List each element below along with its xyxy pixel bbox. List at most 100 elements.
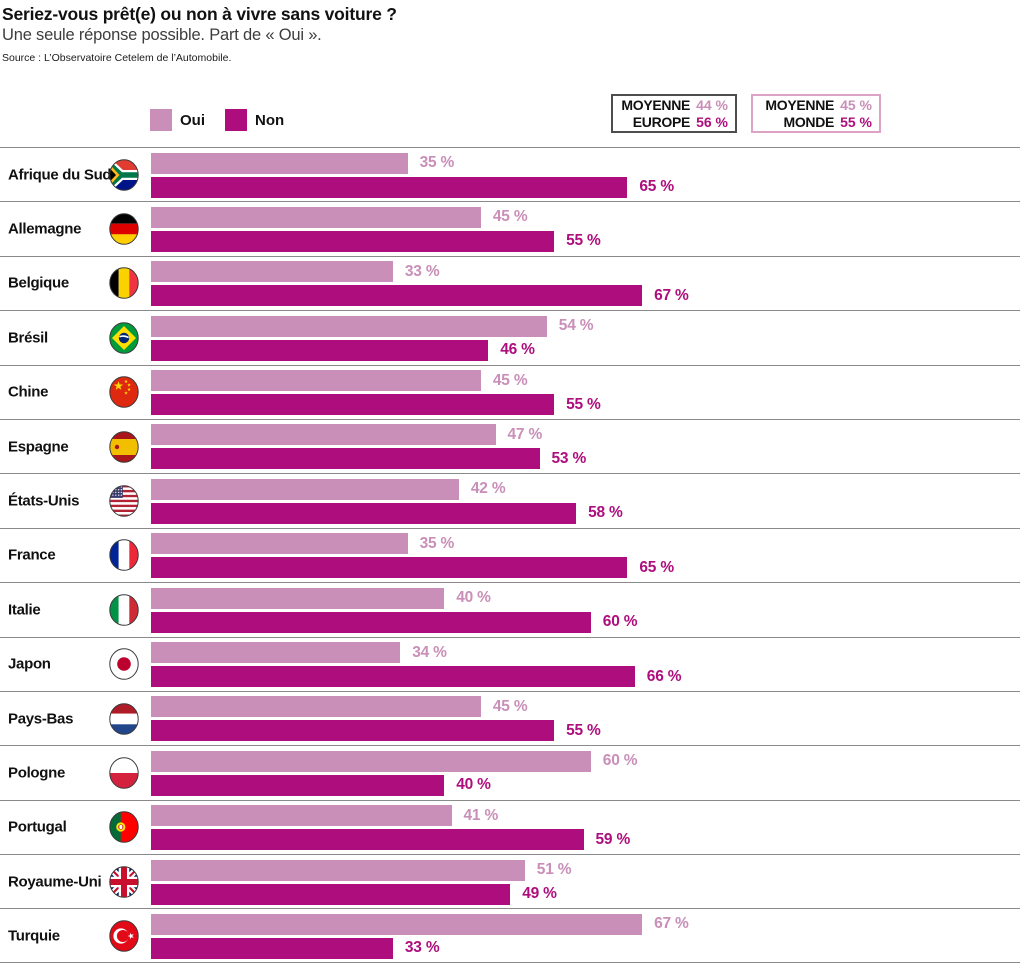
- country-row: Portugal 41 % 59 %: [0, 799, 1020, 854]
- non-bar: [151, 285, 643, 307]
- flag-pl-icon: [108, 757, 140, 789]
- oui-bar: [151, 642, 401, 664]
- country-label: Chine: [8, 383, 49, 401]
- country-row: Royaume-Uni 51 % 49 %: [0, 854, 1020, 908]
- average-europe-oui-value: 44 %: [696, 97, 728, 113]
- legend-oui-swatch: [150, 109, 172, 131]
- oui-value-label: 40 %: [456, 589, 491, 607]
- country-row: France 35 % 65 %: [0, 527, 1020, 582]
- oui-bar: [151, 424, 496, 446]
- non-value-label: 59 %: [595, 830, 631, 848]
- bar-group: 35 % 65 %: [151, 152, 674, 198]
- country-row: Chine 45 % 55 %: [0, 364, 1020, 419]
- non-value-label: 55 %: [566, 395, 601, 413]
- non-bar-line: 33 %: [151, 937, 689, 959]
- oui-value-label: 33 %: [404, 262, 440, 280]
- oui-value-label: 47 %: [507, 425, 543, 443]
- oui-bar-line: 51 %: [151, 859, 572, 881]
- non-bar: [151, 883, 511, 905]
- legend-non-label: Non: [255, 111, 285, 129]
- bar-group: 35 % 65 %: [151, 533, 674, 579]
- country-row: Pays-Bas 45 % 55 %: [0, 690, 1020, 745]
- oui-bar-line: 45 %: [151, 370, 601, 392]
- average-europe-line1: MOYENNE: [621, 97, 691, 113]
- non-bar: [151, 502, 577, 524]
- chart-title: Seriez-vous prêt(e) ou non à vivre sans …: [2, 4, 397, 24]
- non-value-label: 67 %: [654, 286, 689, 304]
- country-label: Royaume-Uni: [8, 873, 102, 891]
- oui-value-label: 45 %: [492, 371, 528, 389]
- country-label: Pays-Bas: [8, 710, 74, 728]
- oui-bar-line: 54 %: [151, 315, 594, 337]
- country-label: Italie: [8, 601, 41, 619]
- bar-group: 51 % 49 %: [151, 859, 572, 905]
- non-bar: [151, 339, 489, 361]
- bar-group: 45 % 55 %: [151, 696, 601, 742]
- country-row: Brésil 54 % 46 %: [0, 310, 1020, 364]
- average-europe-box: MOYENNE 44 % EUROPE 56 %: [611, 94, 737, 133]
- bar-group: 45 % 55 %: [151, 370, 601, 416]
- oui-value-label: 60 %: [602, 752, 638, 770]
- non-bar: [151, 394, 555, 416]
- oui-bar: [151, 152, 408, 174]
- oui-value-label: 42 %: [470, 480, 506, 498]
- non-bar-line: 55 %: [151, 230, 601, 252]
- oui-bar-line: 34 %: [151, 642, 681, 664]
- non-bar-line: 67 %: [151, 285, 689, 307]
- country-label: Allemagne: [8, 220, 82, 238]
- average-europe-line2: EUROPE: [632, 113, 691, 130]
- flag-nl-icon: [108, 702, 140, 735]
- non-bar-line: 46 %: [151, 339, 593, 361]
- flag-fr-icon: [108, 539, 140, 572]
- oui-value-label: 35 %: [419, 154, 455, 171]
- bar-group: 41 % 59 %: [151, 805, 631, 851]
- non-bar-line: 58 %: [151, 502, 623, 524]
- oui-bar-line: 41 %: [151, 805, 630, 827]
- non-bar-line: 49 %: [151, 883, 571, 905]
- non-bar-line: 55 %: [151, 720, 601, 742]
- flag-us-icon: [108, 485, 140, 517]
- oui-bar-line: 60 %: [151, 750, 638, 772]
- bar-group: 60 % 40 %: [151, 750, 638, 796]
- chart-source: Source : L’Observatoire Cetelem de l’Aut…: [2, 52, 232, 64]
- oui-value-label: 45 %: [492, 208, 528, 226]
- non-bar-line: 66 %: [151, 666, 682, 688]
- country-row: Afrique du Sud 35 % 65 %: [0, 147, 1020, 201]
- flag-br-icon: [108, 322, 140, 354]
- non-value-label: 66 %: [646, 667, 682, 685]
- oui-bar: [151, 315, 547, 337]
- country-label: Turquie: [8, 927, 60, 945]
- country-label: Portugal: [8, 818, 67, 836]
- country-label: Espagne: [8, 438, 69, 456]
- non-value-label: 46 %: [500, 341, 535, 359]
- country-row: États-Unis 42 % 58 %: [0, 473, 1020, 527]
- non-bar-line: 59 %: [151, 829, 631, 851]
- oui-value-label: 67 %: [654, 915, 689, 933]
- oui-bar: [151, 750, 591, 772]
- non-value-label: 49 %: [522, 885, 557, 903]
- oui-bar: [151, 261, 393, 283]
- oui-bar-line: 40 %: [151, 587, 637, 609]
- non-value-label: 60 %: [602, 613, 638, 631]
- oui-bar: [151, 913, 643, 935]
- legend-oui-label: Oui: [180, 111, 205, 129]
- bar-group: 47 % 53 %: [151, 424, 586, 470]
- oui-value-label: 34 %: [412, 643, 447, 661]
- oui-bar-line: 35 %: [151, 152, 674, 174]
- non-bar: [151, 557, 628, 579]
- non-value-label: 40 %: [456, 776, 491, 794]
- oui-bar: [151, 533, 408, 555]
- non-bar: [151, 720, 555, 742]
- oui-bar: [151, 206, 481, 228]
- non-bar: [151, 666, 635, 688]
- country-label: États-Unis: [8, 492, 80, 510]
- oui-value-label: 45 %: [492, 697, 528, 715]
- oui-bar-line: 33 %: [151, 261, 689, 283]
- non-value-label: 65 %: [639, 558, 674, 576]
- chart-subtitle: Une seule réponse possible. Part de « Ou…: [2, 26, 322, 44]
- bar-group: 45 % 55 %: [151, 206, 601, 252]
- bar-group: 42 % 58 %: [151, 478, 623, 524]
- flag-za-icon: [108, 158, 140, 191]
- bar-group: 33 % 67 %: [151, 261, 689, 307]
- average-monde-oui-value: 45 %: [840, 97, 872, 113]
